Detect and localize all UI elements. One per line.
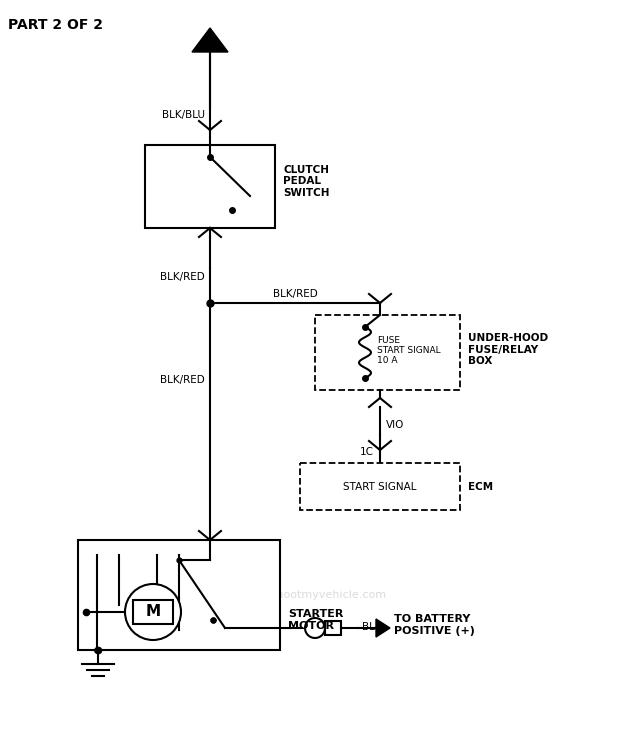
Bar <box>145 145 275 228</box>
Text: BLK/RED: BLK/RED <box>160 375 205 385</box>
Text: ECM: ECM <box>468 482 493 491</box>
Circle shape <box>125 584 181 640</box>
Text: CLUTCH
PEDAL
SWITCH: CLUTCH PEDAL SWITCH <box>283 165 329 198</box>
Text: BLK/RED: BLK/RED <box>160 272 205 282</box>
Text: FUSE
START SIGNAL
10 A: FUSE START SIGNAL 10 A <box>377 335 441 365</box>
Polygon shape <box>192 28 228 52</box>
Text: BLK/BLU: BLK/BLU <box>162 110 205 120</box>
Bar <box>133 600 173 624</box>
Bar <box>315 315 460 390</box>
Text: M: M <box>145 604 161 619</box>
Text: STARTER
MOTOR: STARTER MOTOR <box>288 609 344 631</box>
Text: BLK/RED: BLK/RED <box>273 289 318 299</box>
Text: BLK: BLK <box>362 622 382 632</box>
Bar <box>300 463 460 510</box>
Text: UNDER-HOOD
FUSE/RELAY
BOX: UNDER-HOOD FUSE/RELAY BOX <box>468 333 548 366</box>
Text: START SIGNAL: START SIGNAL <box>343 482 417 491</box>
Bar <box>78 540 280 650</box>
Polygon shape <box>376 619 390 637</box>
Text: A: A <box>205 34 215 47</box>
Text: 1C: 1C <box>360 447 374 457</box>
Text: VIO: VIO <box>386 420 404 430</box>
Text: PART 2 OF 2: PART 2 OF 2 <box>8 18 103 32</box>
Text: TO BATTERY
POSITIVE (+): TO BATTERY POSITIVE (+) <box>394 614 475 636</box>
Text: troubleshootmyvehicle.com: troubleshootmyvehicle.com <box>231 590 387 600</box>
Bar <box>325 621 341 635</box>
